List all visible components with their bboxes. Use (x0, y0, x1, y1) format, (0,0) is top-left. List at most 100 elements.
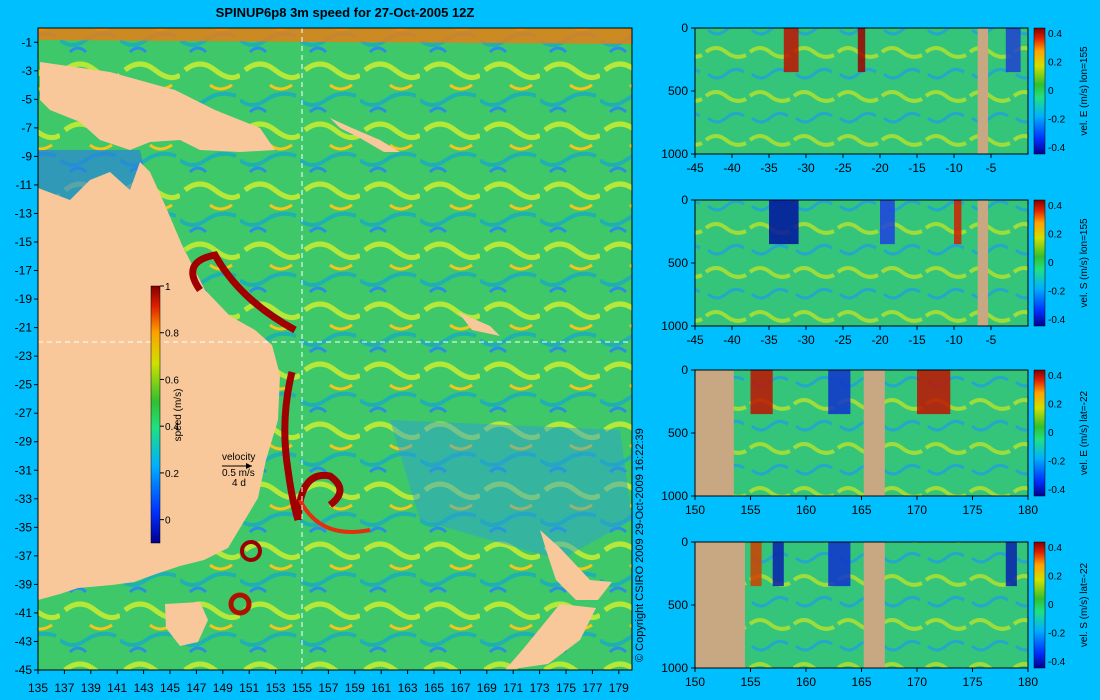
warm-core-eddy-2 (228, 592, 252, 616)
section-land (695, 542, 745, 668)
section-x-tick-label: -25 (834, 333, 852, 347)
section-x-tick-label: 170 (907, 503, 927, 517)
section-field (695, 200, 1028, 326)
map-y-tick-label: -11 (16, 178, 33, 192)
map-y-ticks: -1 -3 -5 -7 -9 -11 -13 -15 -17 -19 -21 -23 -25 -27 -29… (15, 35, 38, 677)
section-y-tick-label: 500 (668, 256, 688, 270)
section-x-tick-label: -45 (686, 161, 704, 175)
map-y-tick-label: -31 (15, 463, 33, 477)
map-x-tick-label: 135 (28, 681, 48, 695)
section-velocity-core (750, 542, 762, 587)
section-x-tick-label: -15 (908, 333, 926, 347)
section-x-tick-label: 160 (796, 503, 816, 517)
map-x-tick-label: 141 (107, 681, 127, 695)
section-x-tick-label: -10 (945, 161, 963, 175)
land-new-zealand-south (505, 604, 596, 670)
section-colorbar (1033, 27, 1046, 155)
section-colorbar-tick-label: 0 (1048, 428, 1054, 439)
map-x-tick-label: 153 (266, 681, 286, 695)
section-colorbar-label: vel. S (m/s) lon=155 (1079, 218, 1090, 308)
map-y-tick-label: -5 (21, 92, 32, 106)
map-y-tick-label: -45 (15, 663, 33, 677)
section-x-tick-label: 150 (685, 675, 705, 689)
section-y-tick-label: 1000 (661, 319, 688, 333)
section-x-tick-label: -20 (871, 161, 889, 175)
east-australian-current (189, 251, 344, 522)
section-x-tick-label: -40 (723, 161, 741, 175)
section-x-tick-label: 155 (740, 675, 760, 689)
map-frame (37, 27, 633, 671)
section-colorbar-tick-label: -0.4 (1048, 485, 1066, 496)
section-colorbar-tick-label: 0.4 (1048, 543, 1062, 554)
section-panel-3: 150 155 160 165 170 175 180 0 500 1000 0.4 0.2 0 -0.2… (661, 363, 1090, 517)
section-land (863, 542, 885, 668)
map-x-tick-label: 163 (398, 681, 418, 695)
map-x-tick-label: 147 (186, 681, 206, 695)
map-x-tick-label: 175 (556, 681, 576, 695)
section-x-tick-label: 180 (1018, 503, 1038, 517)
speed-colorbar-tick-label: 0.8 (165, 329, 179, 340)
section-colorbar-tick-label: 0 (1048, 258, 1054, 269)
section-x-tick-label: 175 (962, 503, 982, 517)
section-velocity-core (750, 370, 773, 415)
section-panel-1: -45 -40 -35 -30 -25 -20 -15 -10 -5 0 500 1000 0.4 0.2… (661, 21, 1090, 175)
velocity-legend-speed: 0.5 m/s (222, 468, 255, 479)
section-x-tick-label: -30 (797, 161, 815, 175)
map-y-tick-label: -25 (15, 378, 33, 392)
velocity-legend-title: velocity (222, 452, 255, 463)
map-x-tick-label: 159 (345, 681, 365, 695)
map-y-tick-label: -39 (15, 577, 33, 591)
section-velocity-core (769, 200, 799, 245)
land-solomon-islands (330, 118, 400, 152)
section-colorbar-tick-label: 0.2 (1048, 58, 1062, 69)
map-x-tick-label: 155 (292, 681, 312, 695)
section-velocity-core (783, 28, 799, 73)
speed-colorbar-tick-label: 1 (165, 282, 171, 293)
section-colorbar-tick-label: -0.2 (1048, 287, 1066, 298)
map-x-tick-label: 151 (239, 681, 259, 695)
section-colorbar-label: vel. E (m/s) lon=155 (1079, 46, 1090, 136)
speed-colorbar-ticks: 0 0.2 0.4 0.6 0.8 1 (160, 282, 179, 527)
speed-colorbar-label: speed (m/s) (173, 389, 184, 442)
map-x-tick-label: 145 (160, 681, 180, 695)
speed-colorbar-tick-label: 0.2 (165, 469, 179, 480)
section-x-tick-label: 165 (851, 675, 871, 689)
section-land (977, 200, 989, 326)
map-y-tick-label: -9 (21, 149, 32, 163)
map-x-tick-label: 139 (81, 681, 101, 695)
section-panels: -45 -40 -35 -30 -25 -20 -15 -10 -5 0 500 1000 0.4 0.2… (661, 21, 1090, 689)
map-x-tick-label: 143 (134, 681, 154, 695)
section-colorbar-tick-label: -0.2 (1048, 457, 1066, 468)
section-colorbar (1033, 541, 1046, 669)
map-x-tick-label: 173 (530, 681, 550, 695)
map-y-tick-label: -41 (15, 606, 33, 620)
map-x-tick-label: 167 (450, 681, 470, 695)
map-y-tick-label: -13 (15, 206, 33, 220)
section-x-tick-label: -25 (834, 161, 852, 175)
map-x-tick-label: 177 (582, 681, 602, 695)
section-land (695, 370, 734, 496)
high-speed-zone-north (38, 28, 632, 44)
map-x-tick-label: 165 (424, 681, 444, 695)
section-colorbar-tick-label: -0.4 (1048, 657, 1066, 668)
section-colorbar-tick-label: -0.4 (1048, 143, 1066, 154)
map-y-tick-label: -35 (15, 520, 33, 534)
copyright-notice: © Copyright CSIRO 2009 29-Oct-2009 16:22… (634, 428, 646, 662)
section-y-tick-label: 1000 (661, 489, 688, 503)
section-velocity-core (954, 200, 962, 245)
map-y-tick-label: -29 (15, 435, 33, 449)
section-velocity-core (857, 28, 866, 73)
low-speed-zone-tasman (390, 420, 632, 560)
map-y-tick-label: -43 (15, 634, 33, 648)
section-x-tick-label: -5 (986, 161, 997, 175)
section-x-tick-label: -15 (908, 161, 926, 175)
section-y-tick-label: 1000 (661, 661, 688, 675)
map-x-tick-label: 149 (213, 681, 233, 695)
map-y-tick-label: -7 (21, 121, 32, 135)
velocity-legend-duration: 4 d (232, 478, 246, 489)
map-y-tick-label: -15 (15, 235, 33, 249)
section-x-tick-label: -40 (723, 333, 741, 347)
section-panel-4: 150 155 160 165 170 175 180 0 500 1000 0.4 0.2 0 -0.2… (661, 535, 1090, 689)
map-y-tick-label: -21 (15, 321, 33, 335)
section-land (977, 28, 989, 154)
